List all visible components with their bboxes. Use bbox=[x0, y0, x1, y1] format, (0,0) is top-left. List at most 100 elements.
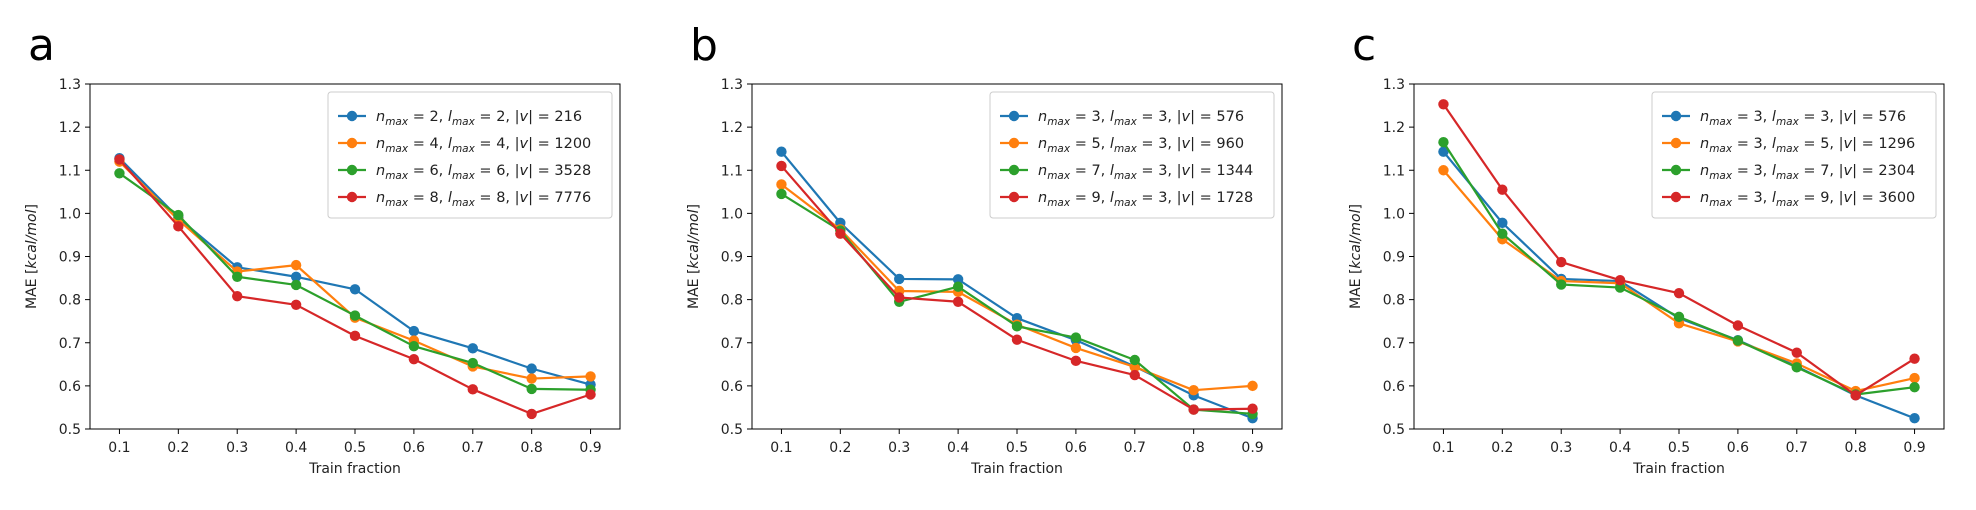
data-point bbox=[173, 209, 184, 221]
legend-swatch-marker bbox=[1008, 164, 1020, 176]
x-tick-label: 0.7 bbox=[1786, 440, 1808, 456]
y-axis-label: MAE [kcal/mol] bbox=[24, 204, 40, 309]
x-tick-label: 0.3 bbox=[1550, 440, 1572, 456]
y-tick-label: 1.1 bbox=[1383, 163, 1405, 179]
y-tick-label: 0.7 bbox=[721, 336, 743, 352]
legend-label: nmax = 3, lmax = 9, |v| = 3600 bbox=[1700, 190, 1915, 209]
x-tick-label: 0.3 bbox=[226, 440, 248, 456]
y-tick-label: 1.3 bbox=[721, 77, 743, 93]
x-tick-label: 0.1 bbox=[770, 440, 792, 456]
y-tick-label: 0.8 bbox=[1383, 293, 1405, 309]
series-4 bbox=[776, 160, 1258, 415]
data-point bbox=[776, 160, 787, 172]
data-point bbox=[1070, 355, 1082, 367]
panel-letter: a bbox=[28, 20, 55, 71]
series-4 bbox=[1438, 99, 1920, 401]
chart-panel-c: c 0.1 0.2 0.3 0.4 0.5 0.6 0.7 0.8 0.9 0.5 0.6 0.7 0.8… bbox=[1348, 20, 1945, 477]
legend: nmax = 2, lmax = 2, |v| = 216 nmax = 4, l… bbox=[327, 91, 613, 219]
data-point bbox=[585, 371, 596, 382]
legend-swatch-marker bbox=[1008, 137, 1020, 149]
data-point bbox=[526, 408, 537, 420]
y-tick-label: 1.2 bbox=[721, 120, 743, 136]
legend-entry: nmax = 5, lmax = 3, |v| = 960 bbox=[1000, 136, 1244, 155]
data-point bbox=[408, 325, 420, 337]
data-point bbox=[1556, 279, 1567, 290]
data-point bbox=[894, 273, 905, 285]
data-point bbox=[952, 296, 964, 307]
y-tick-label: 0.6 bbox=[59, 379, 81, 395]
legend-label: nmax = 3, lmax = 5, |v| = 1296 bbox=[1700, 136, 1915, 155]
legend-entry: nmax = 8, lmax = 8, |v| = 7776 bbox=[338, 190, 591, 209]
data-point bbox=[952, 281, 964, 292]
data-point bbox=[1614, 282, 1626, 293]
data-point bbox=[835, 228, 846, 239]
legend-label: nmax = 8, lmax = 8, |v| = 7776 bbox=[376, 190, 591, 209]
legend-label: nmax = 2, lmax = 2, |v| = 216 bbox=[376, 109, 582, 128]
data-point bbox=[526, 373, 537, 384]
data-point bbox=[1909, 372, 1920, 384]
x-tick-label: 0.8 bbox=[521, 440, 543, 456]
x-tick-label: 0.7 bbox=[462, 440, 484, 456]
data-point bbox=[1129, 369, 1140, 381]
data-point bbox=[173, 221, 184, 232]
y-tick-label: 0.5 bbox=[721, 422, 743, 438]
data-point bbox=[467, 343, 478, 354]
legend-swatch-marker bbox=[1008, 191, 1020, 203]
x-tick-label: 0.4 bbox=[947, 440, 969, 456]
y-tick-label: 0.7 bbox=[59, 336, 81, 352]
y-tick-label: 1.0 bbox=[721, 206, 743, 222]
data-point bbox=[1732, 320, 1744, 331]
data-point bbox=[290, 279, 302, 291]
x-tick-label: 0.9 bbox=[1241, 440, 1263, 456]
data-point bbox=[1188, 404, 1199, 415]
data-point bbox=[1791, 347, 1802, 358]
legend: nmax = 3, lmax = 3, |v| = 576 nmax = 3, l… bbox=[1651, 91, 1937, 219]
data-point bbox=[114, 168, 125, 179]
x-tick-label: 0.1 bbox=[1432, 440, 1454, 456]
legend-label: nmax = 3, lmax = 3, |v| = 576 bbox=[1700, 109, 1906, 128]
y-tick-label: 0.5 bbox=[1383, 422, 1405, 438]
y-tick-label: 0.9 bbox=[721, 250, 743, 266]
series-line bbox=[780, 193, 1253, 416]
data-point bbox=[290, 271, 302, 282]
x-tick-label: 0.4 bbox=[1609, 440, 1631, 456]
panel-letter: b bbox=[690, 20, 718, 71]
x-axis-label: Train fraction bbox=[1632, 461, 1725, 477]
data-point bbox=[1070, 332, 1082, 343]
x-axis-label: Train fraction bbox=[970, 461, 1063, 477]
data-point bbox=[1011, 334, 1023, 345]
data-point bbox=[1614, 275, 1626, 286]
data-point bbox=[776, 179, 787, 190]
x-tick-label: 0.9 bbox=[579, 440, 601, 456]
y-tick-label: 1.3 bbox=[59, 77, 81, 93]
legend-swatch-marker bbox=[1670, 164, 1682, 176]
y-tick-label: 0.9 bbox=[1383, 250, 1405, 266]
chart-panel-b: b 0.1 0.2 0.3 0.4 0.5 0.6 0.7 0.8 0.9 0.5 0.6 0.7 0.8… bbox=[686, 20, 1283, 477]
legend-swatch-marker bbox=[1670, 110, 1682, 122]
series-3 bbox=[114, 168, 596, 395]
data-point bbox=[408, 341, 420, 352]
data-point bbox=[526, 383, 537, 395]
data-point bbox=[1909, 413, 1920, 424]
x-tick-label: 0.5 bbox=[1006, 440, 1028, 456]
y-tick-label: 0.8 bbox=[59, 293, 81, 309]
data-point bbox=[1497, 228, 1508, 239]
x-tick-label: 0.9 bbox=[1903, 440, 1925, 456]
y-axis-label: MAE [kcal/mol] bbox=[1348, 204, 1364, 309]
data-point bbox=[1129, 354, 1140, 366]
legend-entry: nmax = 6, lmax = 6, |v| = 3528 bbox=[338, 163, 591, 182]
data-point bbox=[1673, 311, 1685, 323]
legend-entry: nmax = 2, lmax = 2, |v| = 216 bbox=[338, 109, 582, 128]
data-point bbox=[526, 363, 537, 374]
x-tick-label: 0.8 bbox=[1845, 440, 1867, 456]
x-tick-label: 0.2 bbox=[167, 440, 189, 456]
data-point bbox=[952, 274, 964, 285]
x-tick-label: 0.6 bbox=[1727, 440, 1749, 456]
data-point bbox=[1188, 384, 1199, 396]
y-tick-label: 0.8 bbox=[721, 293, 743, 309]
y-tick-label: 1.3 bbox=[1383, 77, 1405, 93]
legend-swatch-marker bbox=[1670, 137, 1682, 149]
legend-box bbox=[1651, 91, 1937, 219]
data-point bbox=[894, 292, 905, 303]
